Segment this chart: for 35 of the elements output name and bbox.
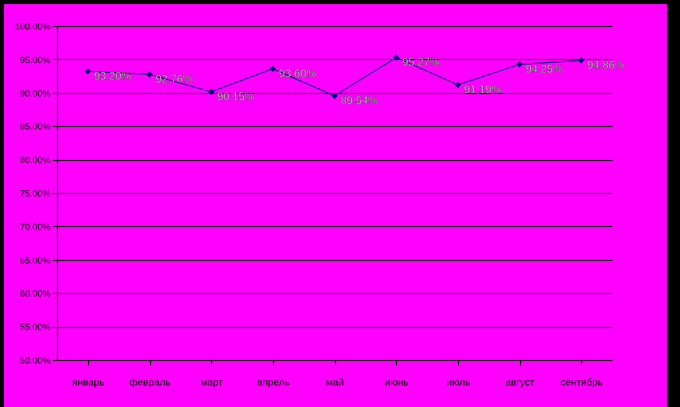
x-tick-label: февраль — [129, 378, 171, 388]
data-label: 89.54% — [340, 94, 378, 107]
x-tick-label: август — [506, 378, 535, 388]
point — [516, 61, 523, 68]
data-label: 94.86% — [587, 59, 625, 72]
point — [393, 54, 400, 61]
point — [146, 71, 153, 78]
y-tick-label: 100.00% — [14, 22, 50, 32]
x-tick-label: январь — [72, 378, 105, 388]
x-tick-label: июнь — [384, 378, 409, 388]
y-tick-label: 80.00% — [20, 155, 50, 166]
x-tick-label: июль — [446, 378, 470, 388]
y-tick-label: 50.00% — [20, 356, 50, 366]
y-tick-label: 85.00% — [20, 122, 50, 132]
y-tick-label: 55.00% — [20, 322, 50, 332]
point — [331, 92, 338, 100]
data-label: 93.20% — [94, 70, 132, 82]
point — [270, 66, 276, 72]
y-tick-label: 65.00% — [20, 255, 50, 266]
y-tick-label: 75.00% — [20, 188, 50, 198]
point — [208, 88, 214, 95]
y-tick-label: 70.00% — [20, 222, 50, 232]
point — [454, 82, 461, 88]
y-tick-label: 90.00% — [20, 88, 50, 98]
x-tick-label: май — [326, 378, 344, 388]
data-label: 91.19% — [464, 84, 502, 96]
data-label: 94.25% — [526, 63, 564, 76]
x-tick-label: март — [200, 378, 224, 388]
data-label: 90.15% — [217, 90, 255, 103]
y-tick-label: 95.00% — [20, 54, 50, 65]
point — [84, 68, 91, 75]
x-tick-label: сентябрь — [560, 378, 603, 388]
x-tick-label: апрель — [256, 378, 290, 388]
point — [578, 57, 584, 64]
y-tick-label: 60.00% — [20, 288, 50, 299]
